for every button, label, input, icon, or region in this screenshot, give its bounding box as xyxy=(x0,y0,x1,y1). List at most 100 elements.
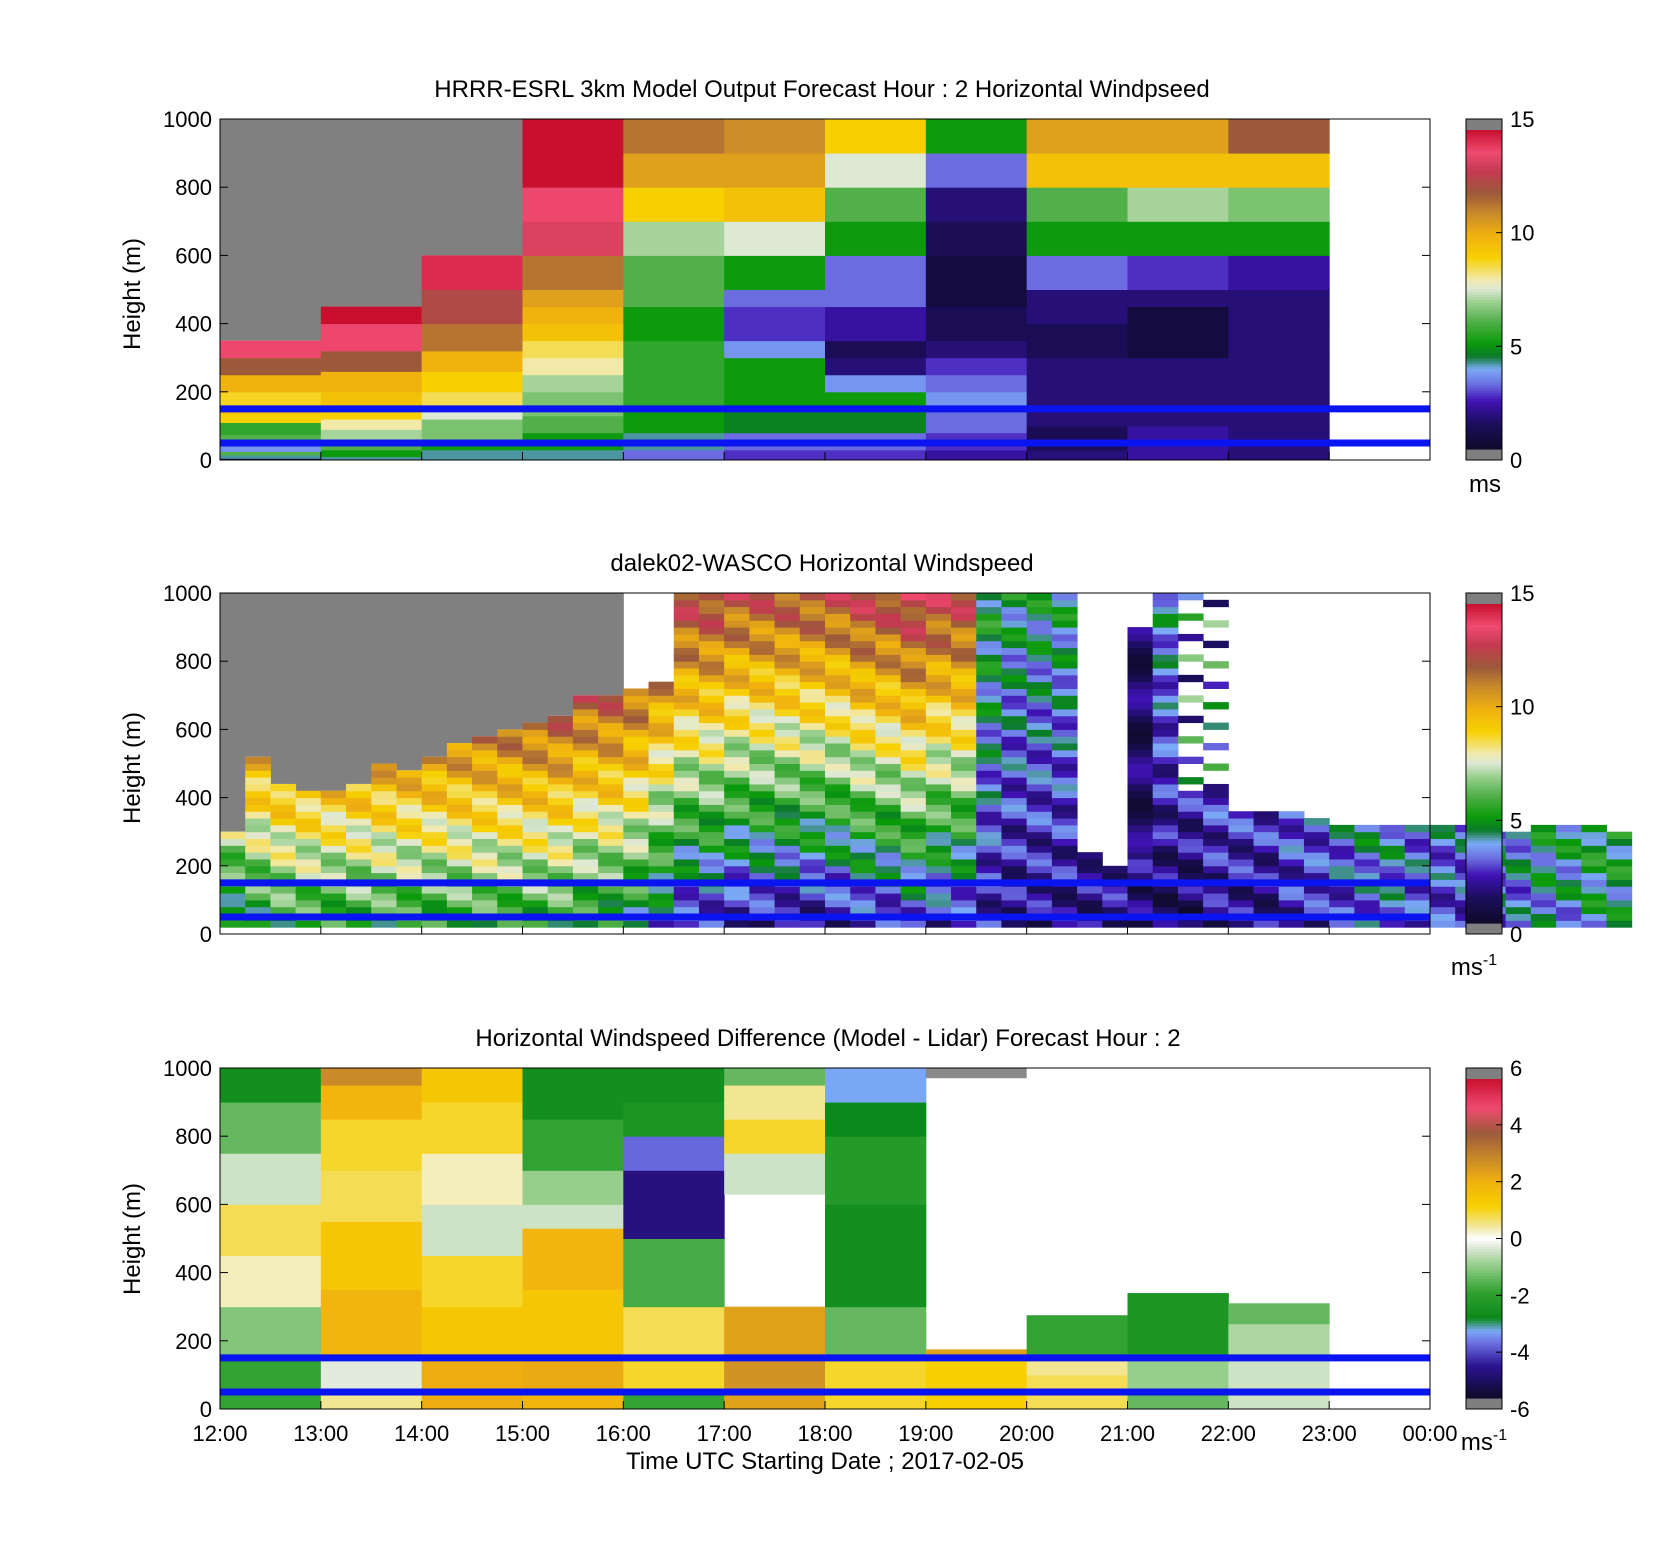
heatmap-cell xyxy=(1606,858,1633,867)
heatmap-cell xyxy=(875,845,902,853)
heatmap-cell xyxy=(1228,818,1255,826)
colorbar-swatch xyxy=(1466,297,1502,301)
heatmap-cell xyxy=(900,633,927,642)
heatmap-cell xyxy=(1228,920,1255,928)
heatmap-cell xyxy=(547,736,574,744)
heatmap-cell xyxy=(1228,289,1330,325)
heatmap-cell xyxy=(1606,920,1633,928)
heatmap-cell xyxy=(951,865,977,874)
heatmap-cell xyxy=(724,674,750,683)
heatmap-cell xyxy=(1127,119,1229,154)
heatmap-cell xyxy=(976,831,1002,840)
heatmap-cell xyxy=(825,722,851,730)
colorbar-swatch xyxy=(1466,851,1502,855)
colorbar-swatch xyxy=(1466,604,1502,608)
heatmap-cell xyxy=(724,1068,826,1086)
heatmap-cell xyxy=(320,893,347,901)
heatmap-cell xyxy=(472,790,498,799)
heatmap-cell xyxy=(724,858,750,867)
heatmap-cell xyxy=(1379,852,1406,860)
heatmap-cell xyxy=(1556,838,1582,846)
heatmap-cell xyxy=(1152,770,1179,778)
y-tick-label: 0 xyxy=(200,922,212,947)
heatmap-cell xyxy=(320,306,423,325)
heatmap-cell xyxy=(1505,893,1532,901)
heatmap-cell xyxy=(220,886,246,894)
heatmap-cell xyxy=(799,852,826,860)
heatmap-cell xyxy=(396,886,423,894)
heatmap-cell xyxy=(698,831,725,840)
heatmap-cell xyxy=(850,852,876,860)
heatmap-cell xyxy=(446,763,473,771)
heatmap-cell xyxy=(446,906,473,915)
heatmap-cell xyxy=(925,640,952,649)
heatmap-cell xyxy=(1253,831,1280,840)
heatmap-cell xyxy=(522,729,549,737)
colorbar-swatch xyxy=(1466,382,1502,386)
heatmap-cell xyxy=(371,838,397,846)
colorbar-swatch xyxy=(1466,840,1502,844)
heatmap-cell xyxy=(1026,119,1128,154)
heatmap-cell xyxy=(1026,920,1053,928)
heatmap-cell xyxy=(1581,893,1607,901)
heatmap-cell xyxy=(1001,620,1028,628)
colorbar-swatch xyxy=(1466,649,1502,653)
heatmap-cell xyxy=(925,838,952,846)
heatmap-cell xyxy=(749,899,776,908)
colorbar-swatch xyxy=(1466,1270,1502,1274)
heatmap-cell xyxy=(421,818,448,826)
colorbar-swatch xyxy=(1466,683,1502,688)
heatmap-cell xyxy=(850,743,876,751)
colorbar-swatch xyxy=(1466,776,1502,781)
colorbar-swatch xyxy=(1466,891,1502,895)
heatmap-cell xyxy=(673,593,700,601)
heatmap-cell xyxy=(774,661,801,669)
heatmap-cell xyxy=(623,187,725,222)
heatmap-cell xyxy=(850,599,876,608)
colorbar-swatch xyxy=(1466,145,1502,150)
heatmap-cell xyxy=(951,654,977,662)
heatmap-cell xyxy=(900,729,927,737)
heatmap-cell xyxy=(522,187,624,222)
heatmap-cell xyxy=(522,790,549,799)
heatmap-cell xyxy=(900,845,927,853)
x-axis-ticks xyxy=(219,926,1431,934)
heatmap-cell xyxy=(1127,708,1154,717)
colorbar-swatch xyxy=(1466,1315,1502,1319)
heatmap-cell xyxy=(825,893,851,901)
heatmap-cell xyxy=(724,187,826,222)
heatmap-cell xyxy=(1127,722,1154,730)
heatmap-cell xyxy=(724,613,750,621)
heatmap-cell xyxy=(673,722,700,730)
colorbar-swatch xyxy=(1466,920,1502,924)
colorbar-swatch xyxy=(1466,651,1502,656)
heatmap-cell xyxy=(320,350,423,372)
heatmap-cell xyxy=(799,906,826,915)
colorbar-swatch xyxy=(1466,169,1502,174)
heatmap-cell xyxy=(245,893,271,901)
heatmap-cell xyxy=(1228,357,1330,393)
heatmap-cell xyxy=(522,824,549,833)
heatmap-cell xyxy=(1581,858,1607,867)
colorbar-swatch xyxy=(1466,824,1502,828)
heatmap-cell xyxy=(1354,831,1381,840)
heatmap-cell xyxy=(1606,893,1633,901)
heatmap-cell xyxy=(1228,153,1330,188)
colorbar-under-cap xyxy=(1466,1398,1502,1409)
colorbar-swatch xyxy=(1466,1275,1502,1279)
colorbar-swatch xyxy=(1466,1395,1502,1399)
heatmap-cell xyxy=(472,865,498,874)
heatmap-cell xyxy=(673,708,700,717)
heatmap-cell xyxy=(1404,852,1431,860)
heatmap-cell xyxy=(724,153,826,188)
heatmap-cell xyxy=(673,606,700,614)
heatmap-cell xyxy=(497,804,523,812)
heatmap-cell xyxy=(900,797,927,805)
heatmap-cell xyxy=(1379,893,1406,901)
heatmap-cell xyxy=(1505,845,1532,853)
heatmap-cell xyxy=(1203,599,1229,608)
heatmap-cell xyxy=(220,1204,322,1257)
heatmap-cell xyxy=(1505,852,1532,860)
heatmap-cell xyxy=(976,811,1002,819)
y-tick-label: 1000 xyxy=(163,581,212,606)
